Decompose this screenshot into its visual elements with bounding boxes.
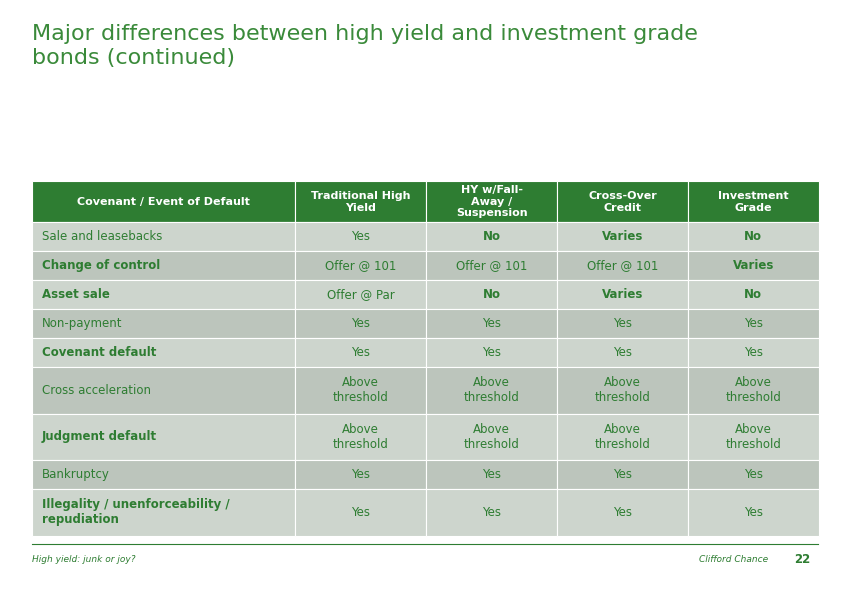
- Text: Yes: Yes: [613, 346, 632, 359]
- Text: Varies: Varies: [602, 230, 643, 243]
- Text: Above
threshold: Above threshold: [333, 423, 389, 451]
- Text: Asset sale: Asset sale: [42, 288, 110, 301]
- Text: Yes: Yes: [743, 346, 763, 359]
- Text: Bankruptcy: Bankruptcy: [42, 468, 110, 481]
- Text: Judgment default: Judgment default: [42, 430, 157, 443]
- Text: High yield: junk or joy?: High yield: junk or joy?: [32, 555, 136, 564]
- Text: Yes: Yes: [743, 468, 763, 481]
- Text: No: No: [744, 288, 762, 301]
- Text: No: No: [744, 230, 762, 243]
- Text: Cross-Over
Credit: Cross-Over Credit: [588, 191, 657, 212]
- Text: Traditional High
Yield: Traditional High Yield: [311, 191, 411, 212]
- Text: Cross acceleration: Cross acceleration: [42, 384, 151, 397]
- Text: Covenant / Event of Default: Covenant / Event of Default: [77, 197, 250, 207]
- Text: Non-payment: Non-payment: [42, 317, 123, 330]
- Text: Above
threshold: Above threshold: [464, 423, 520, 451]
- Text: Yes: Yes: [482, 468, 501, 481]
- Text: Yes: Yes: [613, 468, 632, 481]
- Text: Offer @ 101: Offer @ 101: [325, 259, 397, 272]
- Text: Yes: Yes: [613, 317, 632, 330]
- Text: Above
threshold: Above threshold: [464, 377, 520, 405]
- Text: Yes: Yes: [351, 317, 370, 330]
- Text: Change of control: Change of control: [42, 259, 160, 272]
- Text: Yes: Yes: [351, 346, 370, 359]
- Text: Illegality / unenforceability /
repudiation: Illegality / unenforceability / repudiat…: [42, 498, 230, 527]
- Text: Above
threshold: Above threshold: [725, 423, 781, 451]
- Text: No: No: [482, 230, 501, 243]
- Text: Yes: Yes: [482, 317, 501, 330]
- Text: No: No: [482, 288, 501, 301]
- Text: Above
threshold: Above threshold: [594, 423, 650, 451]
- Text: Yes: Yes: [351, 230, 370, 243]
- Text: Offer @ 101: Offer @ 101: [587, 259, 658, 272]
- Text: Offer @ Par: Offer @ Par: [327, 288, 395, 301]
- Text: Yes: Yes: [613, 506, 632, 519]
- Text: Covenant default: Covenant default: [42, 346, 157, 359]
- Text: Sale and leasebacks: Sale and leasebacks: [42, 230, 163, 243]
- Text: Clifford Chance: Clifford Chance: [699, 555, 768, 564]
- Text: Above
threshold: Above threshold: [725, 377, 781, 405]
- Text: Varies: Varies: [733, 259, 774, 272]
- Text: Above
threshold: Above threshold: [594, 377, 650, 405]
- Text: Varies: Varies: [602, 288, 643, 301]
- Text: Yes: Yes: [351, 506, 370, 519]
- Text: Investment
Grade: Investment Grade: [718, 191, 788, 212]
- Text: Offer @ 101: Offer @ 101: [456, 259, 527, 272]
- Text: Major differences between high yield and investment grade
bonds (continued): Major differences between high yield and…: [32, 24, 698, 68]
- Text: Above
threshold: Above threshold: [333, 377, 389, 405]
- Text: HY w/Fall-
Away /
Suspension: HY w/Fall- Away / Suspension: [456, 185, 527, 218]
- Text: Yes: Yes: [743, 506, 763, 519]
- Text: Yes: Yes: [482, 506, 501, 519]
- Text: Yes: Yes: [351, 468, 370, 481]
- Text: Yes: Yes: [743, 317, 763, 330]
- Text: 22: 22: [794, 553, 810, 566]
- Text: Yes: Yes: [482, 346, 501, 359]
